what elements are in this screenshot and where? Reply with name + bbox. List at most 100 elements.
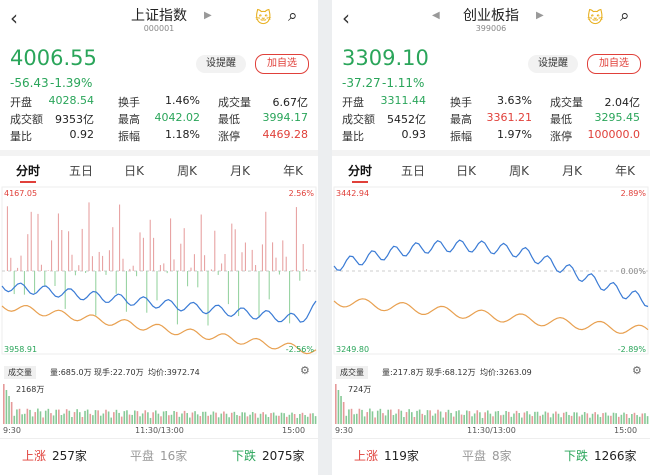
price-chart (333, 186, 649, 355)
volume-bar (403, 417, 405, 424)
back-button[interactable]: ‹ (342, 6, 350, 30)
volume-bar (638, 416, 641, 424)
watchlist-button[interactable]: 加自选 (587, 54, 641, 74)
volume-bar (586, 413, 589, 424)
change-pct: -1.39% (50, 76, 93, 90)
tab[interactable]: 年K (283, 164, 303, 178)
settings-icon[interactable]: ⚙ (632, 364, 642, 377)
divider (0, 150, 318, 156)
volume-bar (502, 414, 505, 424)
volume-bar (636, 415, 638, 424)
volume-bar (97, 410, 99, 424)
volume-bar (293, 414, 296, 424)
volume-bar (128, 414, 131, 424)
volume-bar (299, 414, 301, 424)
avg-line (1, 304, 317, 355)
volume-bar (521, 417, 523, 424)
volume-bar (397, 409, 400, 424)
volume-selector[interactable]: 成交量 (336, 366, 368, 379)
axis-mid-pct: 0.00% (620, 267, 646, 276)
volume-bar (238, 415, 241, 424)
tab[interactable]: 五日 (400, 164, 425, 178)
volume-bar (562, 412, 565, 424)
footer-count: 2075家 (262, 449, 305, 463)
volume-bar (272, 412, 275, 424)
search-icon[interactable]: ⌕ (620, 6, 630, 26)
volume-bar (418, 409, 421, 424)
tab[interactable]: 周K (177, 164, 197, 178)
volume-bar (395, 413, 397, 424)
remind-button[interactable]: 设提醒 (196, 55, 246, 73)
volume-bar (466, 410, 468, 424)
volume-bar (473, 413, 476, 424)
search-icon[interactable]: ⌕ (288, 6, 298, 26)
volume-bar (463, 414, 465, 424)
volume-bar (361, 409, 363, 424)
stat-value: 1.46% (165, 94, 200, 107)
volume-bar (136, 411, 139, 424)
volume-bar (3, 384, 5, 424)
volume-bar (610, 415, 612, 424)
axis-bottom: 3958.91 (4, 345, 38, 354)
tab[interactable]: 年K (615, 164, 635, 178)
tab[interactable]: 分时 (347, 164, 372, 178)
volume-bar (71, 417, 73, 424)
volume-bar (507, 411, 510, 424)
volume-bar (251, 412, 254, 424)
time-label: 15:00 (614, 426, 638, 435)
back-button[interactable]: ‹ (10, 6, 18, 30)
avg-line (333, 298, 649, 334)
tab[interactable]: 月K (230, 164, 250, 178)
volume-bar (181, 413, 183, 424)
volume-bar (549, 417, 552, 424)
tab[interactable]: 月K (562, 164, 582, 178)
volume-bar (58, 409, 60, 424)
volume-bar (26, 408, 29, 424)
mascot-icon[interactable]: 🐱 (587, 8, 604, 27)
stat-value: 9353亿 (55, 113, 94, 126)
volume-bar (413, 416, 416, 424)
stat-label: 振幅 (450, 130, 472, 143)
volume-bar (544, 411, 547, 424)
volume-max: 2168万 (16, 385, 45, 394)
volume-bar (220, 413, 223, 424)
tab[interactable]: 五日 (68, 164, 93, 178)
volume-bar (191, 412, 194, 424)
volume-bar (623, 412, 625, 424)
volume-bar (23, 413, 26, 424)
mascot-icon[interactable]: 🐱 (255, 8, 272, 27)
watchlist-button[interactable]: 加自选 (255, 54, 309, 74)
volume-bar (555, 411, 557, 424)
volume-bar (223, 411, 225, 424)
volume-bar (18, 408, 21, 424)
volume-bar (625, 414, 628, 424)
volume-bar (285, 416, 288, 424)
volume-bar (68, 410, 71, 424)
volume-bar (617, 416, 620, 424)
axis-bottom-pct: -2.89% (617, 345, 646, 354)
tab[interactable]: 日K (456, 164, 476, 178)
volume-bar (21, 414, 23, 424)
tab[interactable]: 日K (124, 164, 144, 178)
settings-icon[interactable]: ⚙ (300, 364, 310, 377)
tab[interactable]: 分时 (15, 164, 40, 178)
change: -37.27 (342, 76, 381, 90)
volume-selector[interactable]: 成交量 (4, 366, 36, 379)
volume-bar (335, 384, 337, 424)
remind-button[interactable]: 设提醒 (528, 55, 578, 73)
volume-amount: 量:685.0万 (50, 368, 92, 377)
stat-label: 最高 (118, 113, 140, 126)
volume-bar (312, 413, 314, 424)
stat-label: 成交额 (342, 113, 375, 126)
tab[interactable]: 周K (509, 164, 529, 178)
volume-bar (366, 412, 369, 424)
volume-bar (526, 411, 528, 424)
volume-bar (89, 413, 92, 424)
volume-bar (424, 415, 426, 424)
volume-bar (578, 416, 581, 424)
stat-label: 成交额 (10, 113, 43, 126)
volume-bar (568, 415, 570, 424)
volume-bar (52, 415, 55, 424)
volume-bar (369, 408, 371, 424)
volume-chart (335, 384, 649, 424)
